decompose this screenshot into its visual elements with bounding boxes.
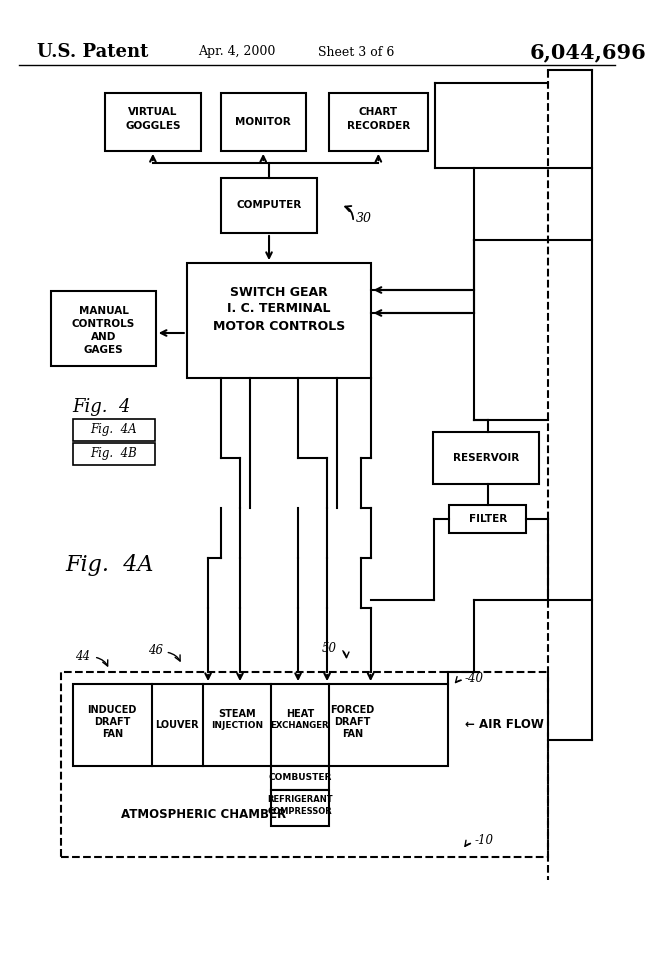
Text: FILTER: FILTER (468, 514, 507, 524)
Text: Fig.  4A: Fig. 4A (66, 554, 154, 576)
Text: EXCHANGER: EXCHANGER (271, 721, 329, 731)
Text: Fig.  4: Fig. 4 (73, 398, 131, 416)
Text: ATMOSPHERIC CHAMBER: ATMOSPHERIC CHAMBER (121, 809, 286, 821)
Text: 30: 30 (356, 211, 372, 225)
Text: CHART: CHART (359, 107, 398, 117)
Text: DRAFT: DRAFT (334, 717, 371, 727)
Bar (271, 766, 329, 790)
Text: COMBUSTER: COMBUSTER (268, 773, 332, 783)
Text: AND: AND (91, 332, 116, 342)
Text: VIRTUAL: VIRTUAL (128, 107, 178, 117)
Bar (73, 443, 155, 465)
Text: 46: 46 (148, 645, 163, 657)
Text: Fig.  4B: Fig. 4B (90, 447, 136, 461)
Bar (220, 93, 306, 151)
Text: FAN: FAN (342, 729, 363, 739)
Text: Fig.  4A: Fig. 4A (90, 423, 136, 437)
Text: GOGGLES: GOGGLES (125, 121, 180, 131)
Text: RECORDER: RECORDER (347, 121, 410, 131)
Text: I. C. TERMINAL: I. C. TERMINAL (227, 303, 331, 315)
Text: STEAM: STEAM (218, 709, 256, 719)
Bar (220, 178, 318, 233)
Text: Apr. 4, 2000: Apr. 4, 2000 (198, 45, 276, 59)
Text: GAGES: GAGES (84, 345, 123, 355)
Text: U.S. Patent: U.S. Patent (37, 43, 148, 61)
Bar (187, 263, 371, 378)
Text: INJECTION: INJECTION (211, 721, 263, 731)
Text: COMPRESSOR: COMPRESSOR (268, 808, 333, 817)
Bar (449, 505, 527, 533)
Text: LOUVER: LOUVER (155, 720, 199, 730)
Text: FORCED: FORCED (330, 705, 375, 715)
Bar (73, 419, 155, 441)
Text: MONITOR: MONITOR (236, 117, 291, 127)
Text: COMPUTER: COMPUTER (236, 200, 302, 210)
Text: INDUCED: INDUCED (87, 705, 137, 715)
Text: REFRIGERANT: REFRIGERANT (267, 795, 333, 805)
Text: 50: 50 (321, 641, 337, 655)
Bar (432, 432, 539, 484)
Text: MANUAL: MANUAL (79, 306, 129, 316)
Bar (61, 672, 548, 857)
Text: DRAFT: DRAFT (94, 717, 131, 727)
Bar (73, 684, 448, 766)
Bar (271, 790, 329, 826)
Text: FAN: FAN (102, 729, 123, 739)
Text: Sheet 3 of 6: Sheet 3 of 6 (318, 45, 394, 59)
Bar (51, 291, 156, 366)
Text: MOTOR CONTROLS: MOTOR CONTROLS (213, 319, 345, 333)
Bar (329, 93, 428, 151)
Text: RESERVOIR: RESERVOIR (453, 453, 519, 463)
Text: SWITCH GEAR: SWITCH GEAR (230, 285, 327, 299)
Text: 6,044,696: 6,044,696 (530, 42, 647, 62)
Text: -40: -40 (464, 672, 483, 684)
Bar (104, 93, 201, 151)
Text: CONTROLS: CONTROLS (72, 319, 135, 329)
Text: 44: 44 (75, 650, 90, 662)
Text: -10: -10 (474, 834, 493, 846)
Text: ← AIR FLOW: ← AIR FLOW (464, 718, 543, 732)
Text: HEAT: HEAT (286, 709, 314, 719)
